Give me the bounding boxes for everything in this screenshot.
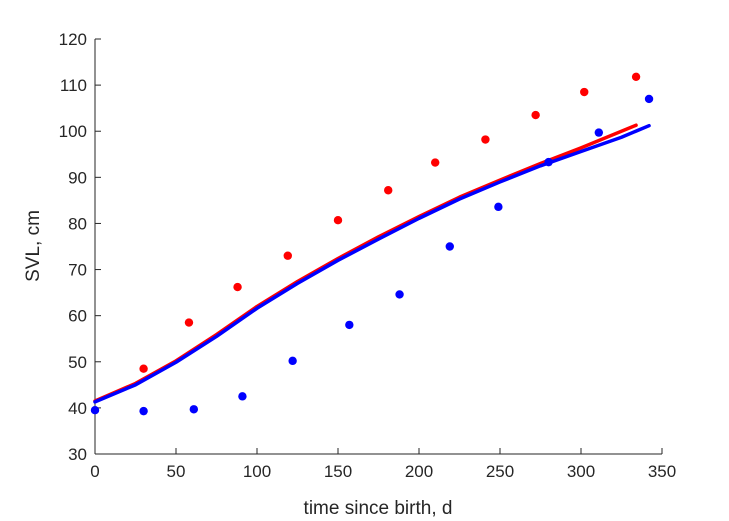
x-tick-label: 150 — [324, 462, 352, 481]
x-tick-label: 50 — [167, 462, 186, 481]
data-point — [184, 318, 194, 327]
y-tick-label: 110 — [60, 76, 87, 95]
y-tick-label: 90 — [68, 168, 87, 187]
series-line — [93, 123, 651, 404]
y-ticks: 30 40 50 60 70 80 90 100 110 120 — [59, 30, 101, 464]
x-axis-label: time since birth, d — [304, 498, 453, 519]
data-point — [345, 320, 354, 330]
data-point — [544, 157, 553, 167]
y-tick-label: 120 — [59, 30, 87, 49]
y-axis-label: SVL, cm — [23, 210, 44, 282]
y-tick-label: 80 — [68, 214, 87, 233]
x-tick-label: 350 — [648, 462, 676, 481]
data-point — [431, 158, 440, 167]
y-tick-label: 60 — [68, 307, 87, 326]
series-lines — [93, 123, 651, 404]
x-tick-label: 200 — [405, 462, 433, 481]
data-point — [631, 72, 641, 82]
data-point — [644, 94, 654, 104]
y-tick-label: 30 — [68, 445, 87, 464]
x-ticks: 0 50 100 150 200 250 300 350 — [90, 448, 676, 481]
y-tick-label: 70 — [68, 261, 87, 280]
data-point — [531, 110, 540, 120]
y-tick-label: 100 — [59, 122, 87, 141]
data-point — [238, 392, 247, 401]
y-tick-label: 40 — [68, 399, 87, 418]
axes — [94, 39, 662, 455]
data-point — [594, 128, 604, 137]
data-point — [445, 242, 454, 251]
x-tick-label: 300 — [567, 462, 595, 481]
data-point — [580, 87, 589, 97]
data-point — [233, 282, 242, 292]
data-point — [395, 290, 404, 299]
x-tick-label: 100 — [243, 462, 271, 481]
data-point — [333, 216, 343, 225]
data-point — [139, 364, 148, 373]
data-point — [494, 202, 503, 212]
data-point — [90, 405, 100, 415]
data-point — [288, 356, 297, 366]
series-points — [90, 72, 654, 416]
data-point — [481, 135, 490, 144]
x-tick-label: 250 — [486, 462, 514, 481]
x-tick-label: 0 — [90, 462, 99, 481]
y-tick-label: 50 — [68, 353, 87, 372]
data-point — [384, 186, 393, 195]
data-point — [189, 405, 199, 414]
data-point — [139, 406, 148, 416]
data-point — [283, 251, 292, 260]
series-line — [93, 123, 638, 403]
